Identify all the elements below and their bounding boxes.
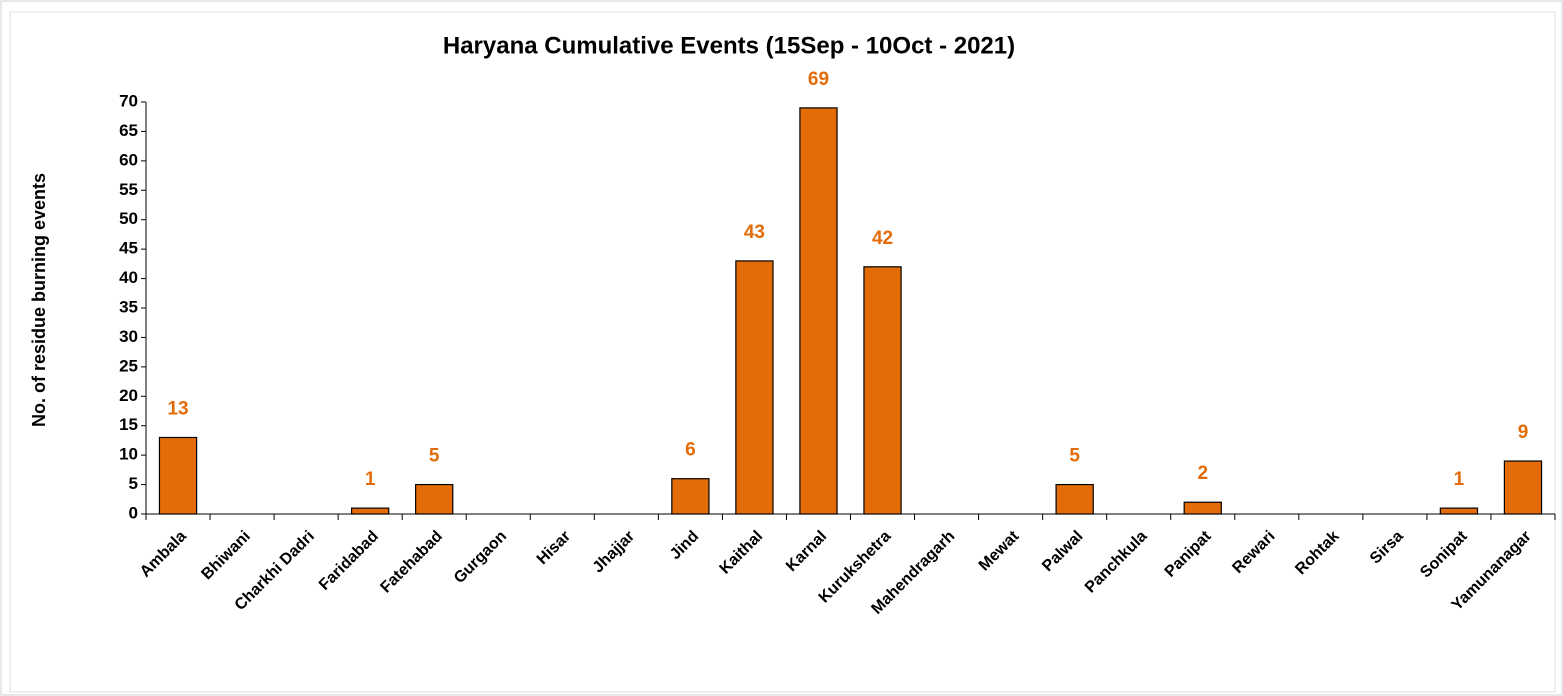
y-tick-label: 65 <box>119 121 138 140</box>
y-tick-label: 40 <box>119 268 138 287</box>
y-tick-label: 5 <box>129 474 138 493</box>
y-tick-label: 70 <box>119 91 138 110</box>
chart-title: Haryana Cumulative Events (15Sep - 10Oct… <box>443 32 1015 59</box>
bar <box>415 483 454 515</box>
data-label: 1 <box>365 469 376 490</box>
bar <box>799 107 838 515</box>
y-tick-label: 55 <box>119 180 138 199</box>
data-label: 9 <box>1518 422 1529 443</box>
y-tick-label: 30 <box>119 327 138 346</box>
bar <box>1503 460 1543 515</box>
data-label: 5 <box>1069 446 1080 467</box>
data-label: 1 <box>1454 469 1465 490</box>
y-tick-label: 45 <box>119 239 138 258</box>
data-label: 6 <box>685 440 696 461</box>
plot-frame <box>9 11 1556 693</box>
y-tick-label: 20 <box>119 386 138 405</box>
data-label: 42 <box>872 228 893 249</box>
bar <box>158 436 198 515</box>
y-tick-label: 0 <box>129 503 138 522</box>
bar <box>863 266 902 515</box>
data-label: 69 <box>808 69 829 90</box>
bar <box>735 260 774 515</box>
y-tick-label: 60 <box>119 150 138 169</box>
bar <box>1183 501 1222 515</box>
bar <box>1055 483 1094 515</box>
data-label: 13 <box>167 399 188 420</box>
y-tick-label: 50 <box>119 209 138 228</box>
data-label: 5 <box>429 446 440 467</box>
data-label: 43 <box>744 222 765 243</box>
bar <box>1439 507 1479 515</box>
y-tick-label: 35 <box>119 297 138 316</box>
y-tick-label: 15 <box>119 415 138 434</box>
data-label: 2 <box>1197 463 1208 484</box>
y-tick-label: 25 <box>119 356 138 375</box>
y-axis-label: No. of residue burning events <box>29 173 49 427</box>
y-tick-label: 10 <box>119 445 138 464</box>
bar <box>350 507 390 515</box>
bar <box>671 478 710 515</box>
